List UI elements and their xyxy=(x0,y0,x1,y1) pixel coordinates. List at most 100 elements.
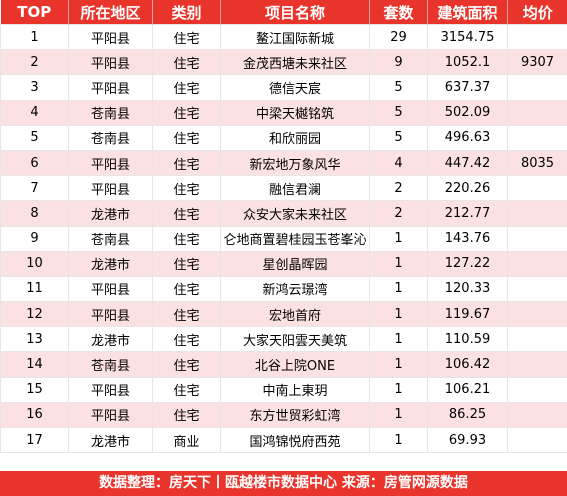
units-cell: 1 xyxy=(369,426,428,454)
sales-ranking-table: TOP 所在地区 类别 项目名称 套数 建筑面积 均价 1 平阳县 住宅 鳌江国际新城… xyxy=(0,0,567,454)
district-cell: 平阳县 xyxy=(68,301,153,328)
district-cell: 平阳县 xyxy=(68,275,153,303)
district-cell: 苍南县 xyxy=(68,124,153,151)
category-cell: 住宅 xyxy=(152,49,221,76)
floor-area-cell: 496.63 xyxy=(427,124,508,151)
floor-area-cell: 106.42 xyxy=(427,351,508,378)
floor-area-cell: 3154.75 xyxy=(427,23,508,51)
floor-area-cell: 106.21 xyxy=(427,376,508,403)
category-cell: 住宅 xyxy=(152,124,221,151)
rank-cell: 12 xyxy=(0,301,69,328)
avg-price-cell xyxy=(507,250,567,277)
district-cell: 平阳县 xyxy=(68,401,153,429)
units-cell: 29 xyxy=(369,23,428,51)
table-row: 6 平阳县 住宅 新宏地万象风华 4 447.42 8035 xyxy=(0,149,567,177)
table-row: 5 苍南县 住宅 和欣丽园 5 496.63 xyxy=(0,124,567,151)
table-header-row: TOP 所在地区 类别 项目名称 套数 建筑面积 均价 xyxy=(0,0,567,25)
rank-cell: 6 xyxy=(0,149,69,177)
avg-price-cell xyxy=(507,225,567,252)
category-cell: 住宅 xyxy=(152,326,221,353)
avg-price-cell xyxy=(507,275,567,303)
district-cell: 龙港市 xyxy=(68,426,153,454)
project-name-cell: 国鸿锦悦府西苑 xyxy=(220,426,370,454)
data-source-footer: 数据整理：房天下丨瓯越楼市数据中心 来源：房管网源数据 xyxy=(0,471,567,496)
units-cell: 5 xyxy=(369,124,428,151)
table-row: 3 平阳县 住宅 德信天宸 5 637.37 xyxy=(0,74,567,101)
avg-price-cell xyxy=(507,426,567,454)
table-row: 2 平阳县 住宅 金茂西塘未来社区 9 1052.1 9307 xyxy=(0,49,567,76)
table-row: 9 苍南县 住宅 仑地商置碧桂园玉苍峯沁 1 143.76 xyxy=(0,225,567,252)
header-avg-price: 均价 xyxy=(507,0,567,25)
rank-cell: 2 xyxy=(0,49,69,76)
project-name-cell: 宏地首府 xyxy=(220,301,370,328)
rank-cell: 1 xyxy=(0,23,69,51)
units-cell: 1 xyxy=(369,401,428,429)
rank-cell: 8 xyxy=(0,200,69,227)
project-name-cell: 北谷上院ONE xyxy=(220,351,370,378)
units-cell: 5 xyxy=(369,74,428,101)
avg-price-cell xyxy=(507,401,567,429)
rank-cell: 11 xyxy=(0,275,69,303)
category-cell: 商业 xyxy=(152,426,221,454)
units-cell: 9 xyxy=(369,49,428,76)
project-name-cell: 东方世贸彩虹湾 xyxy=(220,401,370,429)
category-cell: 住宅 xyxy=(152,200,221,227)
header-top: TOP xyxy=(0,0,69,25)
project-name-cell: 鳌江国际新城 xyxy=(220,23,370,51)
avg-price-cell xyxy=(507,175,567,202)
floor-area-cell: 120.33 xyxy=(427,275,508,303)
floor-area-cell: 447.42 xyxy=(427,149,508,177)
project-name-cell: 大家天阳雲天美筑 xyxy=(220,326,370,353)
project-name-cell: 金茂西塘未来社区 xyxy=(220,49,370,76)
project-name-cell: 新宏地万象风华 xyxy=(220,149,370,177)
header-project-name: 项目名称 xyxy=(220,0,370,25)
rank-cell: 3 xyxy=(0,74,69,101)
project-name-cell: 中梁天樾铭筑 xyxy=(220,99,370,126)
rank-cell: 10 xyxy=(0,250,69,277)
units-cell: 5 xyxy=(369,99,428,126)
rank-cell: 15 xyxy=(0,376,69,403)
units-cell: 1 xyxy=(369,275,428,303)
avg-price-cell xyxy=(507,74,567,101)
rank-cell: 16 xyxy=(0,401,69,429)
floor-area-cell: 220.26 xyxy=(427,175,508,202)
category-cell: 住宅 xyxy=(152,23,221,51)
rank-cell: 4 xyxy=(0,99,69,126)
category-cell: 住宅 xyxy=(152,149,221,177)
table-row: 11 平阳县 住宅 新鸿云璟湾 1 120.33 xyxy=(0,275,567,303)
units-cell: 2 xyxy=(369,200,428,227)
district-cell: 苍南县 xyxy=(68,225,153,252)
units-cell: 2 xyxy=(369,175,428,202)
avg-price-cell xyxy=(507,200,567,227)
district-cell: 苍南县 xyxy=(68,351,153,378)
units-cell: 1 xyxy=(369,376,428,403)
project-name-cell: 新鸿云璟湾 xyxy=(220,275,370,303)
district-cell: 平阳县 xyxy=(68,74,153,101)
district-cell: 平阳县 xyxy=(68,175,153,202)
header-units: 套数 xyxy=(369,0,428,25)
floor-area-cell: 212.77 xyxy=(427,200,508,227)
header-category: 类别 xyxy=(152,0,221,25)
project-name-cell: 德信天宸 xyxy=(220,74,370,101)
table-row: 17 龙港市 商业 国鸿锦悦府西苑 1 69.93 xyxy=(0,426,567,454)
table-body: 1 平阳县 住宅 鳌江国际新城 29 3154.75 2 平阳县 住宅 金茂西塘未来社区 9 1052… xyxy=(0,23,567,454)
district-cell: 平阳县 xyxy=(68,376,153,403)
category-cell: 住宅 xyxy=(152,74,221,101)
units-cell: 4 xyxy=(369,149,428,177)
avg-price-cell xyxy=(507,326,567,353)
rank-cell: 7 xyxy=(0,175,69,202)
table-row: 4 苍南县 住宅 中梁天樾铭筑 5 502.09 xyxy=(0,99,567,126)
floor-area-cell: 119.67 xyxy=(427,301,508,328)
district-cell: 龙港市 xyxy=(68,326,153,353)
district-cell: 苍南县 xyxy=(68,99,153,126)
header-floor-area: 建筑面积 xyxy=(427,0,508,25)
units-cell: 1 xyxy=(369,351,428,378)
avg-price-cell xyxy=(507,351,567,378)
category-cell: 住宅 xyxy=(152,351,221,378)
avg-price-cell: 9307 xyxy=(507,49,567,76)
header-district: 所在地区 xyxy=(68,0,153,25)
units-cell: 1 xyxy=(369,225,428,252)
units-cell: 1 xyxy=(369,301,428,328)
table-row: 15 平阳县 住宅 中南上東玥 1 106.21 xyxy=(0,376,567,403)
